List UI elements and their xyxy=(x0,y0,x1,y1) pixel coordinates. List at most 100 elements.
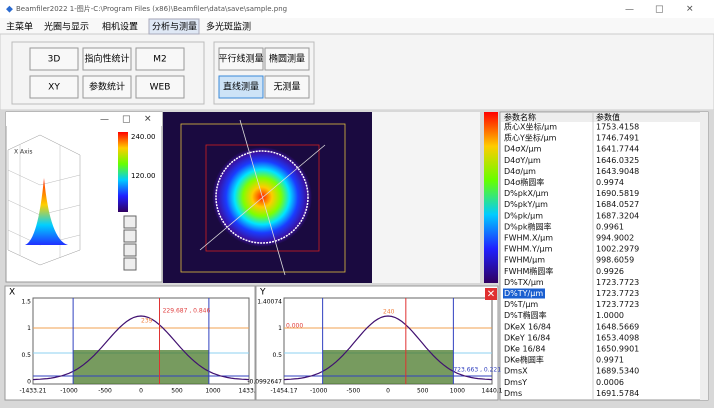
table-cell: D%pkX/μm xyxy=(504,189,549,198)
x-tick-label: -500 xyxy=(98,388,112,395)
menu-tab[interactable]: 光圈与显示 xyxy=(44,21,89,33)
table-cell: 1684.0527 xyxy=(596,200,639,209)
menu-tab[interactable]: 主菜单 xyxy=(6,21,33,33)
menu-tab[interactable]: 多光斑监测 xyxy=(206,21,251,33)
button-label: XY xyxy=(48,83,60,93)
button-label: 无测量 xyxy=(273,82,300,93)
title-bar xyxy=(0,0,714,18)
blank-panel xyxy=(372,112,480,283)
table-cell: DKe 16/84 xyxy=(504,345,546,354)
table-cell: 1689.5340 xyxy=(596,367,639,376)
fill-region xyxy=(322,350,454,384)
param-table xyxy=(499,111,709,401)
3d-plot xyxy=(7,134,81,266)
table-cell: 1723.7723 xyxy=(596,300,639,309)
menu-tab[interactable]: 分析与测量 xyxy=(152,21,197,33)
button[interactable] xyxy=(218,47,264,71)
table-cell: D%TY/μm xyxy=(504,289,543,298)
axis-label: X Axis xyxy=(14,149,32,156)
button[interactable] xyxy=(264,75,310,99)
close-icon: ✕ xyxy=(487,289,495,300)
annotation: 229.687 , 0.846 xyxy=(163,308,211,315)
table-cell: 1648.5669 xyxy=(596,322,639,331)
x-tick-label: -1454.17 xyxy=(271,388,298,395)
button[interactable] xyxy=(135,75,185,99)
profile-curve xyxy=(283,315,493,381)
colorbar xyxy=(484,112,498,283)
close[interactable]: ✕ xyxy=(144,115,152,125)
button[interactable] xyxy=(29,75,79,99)
aperture-outer xyxy=(180,123,346,273)
view3d-titlebar xyxy=(6,112,162,126)
table-cell: D4σ椭圆率 xyxy=(504,177,544,187)
x-tick-label: 500 xyxy=(417,388,429,395)
x-tick-label: -500 xyxy=(347,388,361,395)
ribbon xyxy=(0,33,714,111)
table-cell: 1746.7491 xyxy=(596,134,639,143)
annotation: 239 xyxy=(141,318,153,325)
menu-tab[interactable]: 相机设置 xyxy=(102,21,138,33)
minimize[interactable]: — xyxy=(625,5,634,15)
y-tick-label: -0.0992647 xyxy=(247,379,282,386)
table-cell: 1646.0325 xyxy=(596,156,639,165)
table-cell: D4σ/μm xyxy=(504,167,536,176)
colorbar xyxy=(118,132,128,212)
tool-button[interactable] xyxy=(123,215,137,229)
x-tick-label: 1433.2 xyxy=(239,388,260,395)
y-tick-label: 0 xyxy=(27,379,31,386)
button[interactable] xyxy=(29,47,79,71)
table-header xyxy=(501,113,700,122)
fill-region xyxy=(73,350,209,384)
button-group xyxy=(213,41,315,105)
table-cell: 0.9926 xyxy=(596,267,624,276)
table-cell: 1653.4098 xyxy=(596,333,639,342)
button-label: 参数统计 xyxy=(89,81,125,93)
table-cell: FWHM.X/μm xyxy=(504,234,553,243)
annotation: 0.000 xyxy=(286,323,303,330)
annotation: 240 xyxy=(383,309,395,316)
colorbar-label: 120.00 xyxy=(131,172,156,180)
close[interactable]: ✕ xyxy=(686,5,694,15)
scrollbar[interactable] xyxy=(700,112,708,400)
y-tick-label: 0.5 xyxy=(272,352,282,359)
button[interactable] xyxy=(82,75,132,99)
row-highlight xyxy=(503,288,545,299)
minimize[interactable]: — xyxy=(100,115,109,125)
table-cell: 1691.5784 xyxy=(596,389,639,398)
x-tick-label: 500 xyxy=(171,388,183,395)
maximize[interactable]: □ xyxy=(655,5,664,15)
table-cell: D%T椭圆率 xyxy=(504,310,547,320)
button-label: 指向性统计 xyxy=(84,53,129,65)
table-cell: D4σY/μm xyxy=(504,156,541,165)
tool-button[interactable] xyxy=(123,257,137,271)
x-tick-label: 0 xyxy=(139,388,143,395)
aperture-inner xyxy=(205,144,320,252)
table-cell: 0.9971 xyxy=(596,356,624,365)
tool-button[interactable] xyxy=(123,243,137,257)
table-cell: DKe椭圆率 xyxy=(504,355,544,365)
button-label: WEB xyxy=(150,83,171,93)
y-tick-label: 1.5 xyxy=(21,299,31,306)
x-tick-label: -1000 xyxy=(60,388,78,395)
button[interactable] xyxy=(218,75,264,99)
table-cell: 1687.3204 xyxy=(596,211,639,220)
table-cell: 1002.2979 xyxy=(596,245,639,254)
table-cell: 1643.9048 xyxy=(596,167,639,176)
button[interactable] xyxy=(135,47,185,71)
table-cell: 1723.7723 xyxy=(596,278,639,287)
button-group xyxy=(11,41,205,105)
table-cell: DmsX xyxy=(504,367,528,376)
profile-axis-label: Y xyxy=(259,288,266,298)
button[interactable] xyxy=(82,47,132,71)
button[interactable] xyxy=(264,47,310,71)
view-tools xyxy=(123,215,137,271)
tool-button[interactable] xyxy=(123,229,137,243)
profile-axis-label: X xyxy=(9,288,15,298)
table-cell: 1723.7723 xyxy=(596,289,639,298)
table-cell: 0.9974 xyxy=(596,178,624,187)
window-title: Beamfiler2022 1-图片-C:\Program Files (x86… xyxy=(16,4,287,13)
close-button[interactable] xyxy=(485,288,497,300)
maximize[interactable]: □ xyxy=(122,115,131,125)
table-cell: 0.0006 xyxy=(596,378,624,387)
y-tick-label: 1 xyxy=(278,325,282,332)
